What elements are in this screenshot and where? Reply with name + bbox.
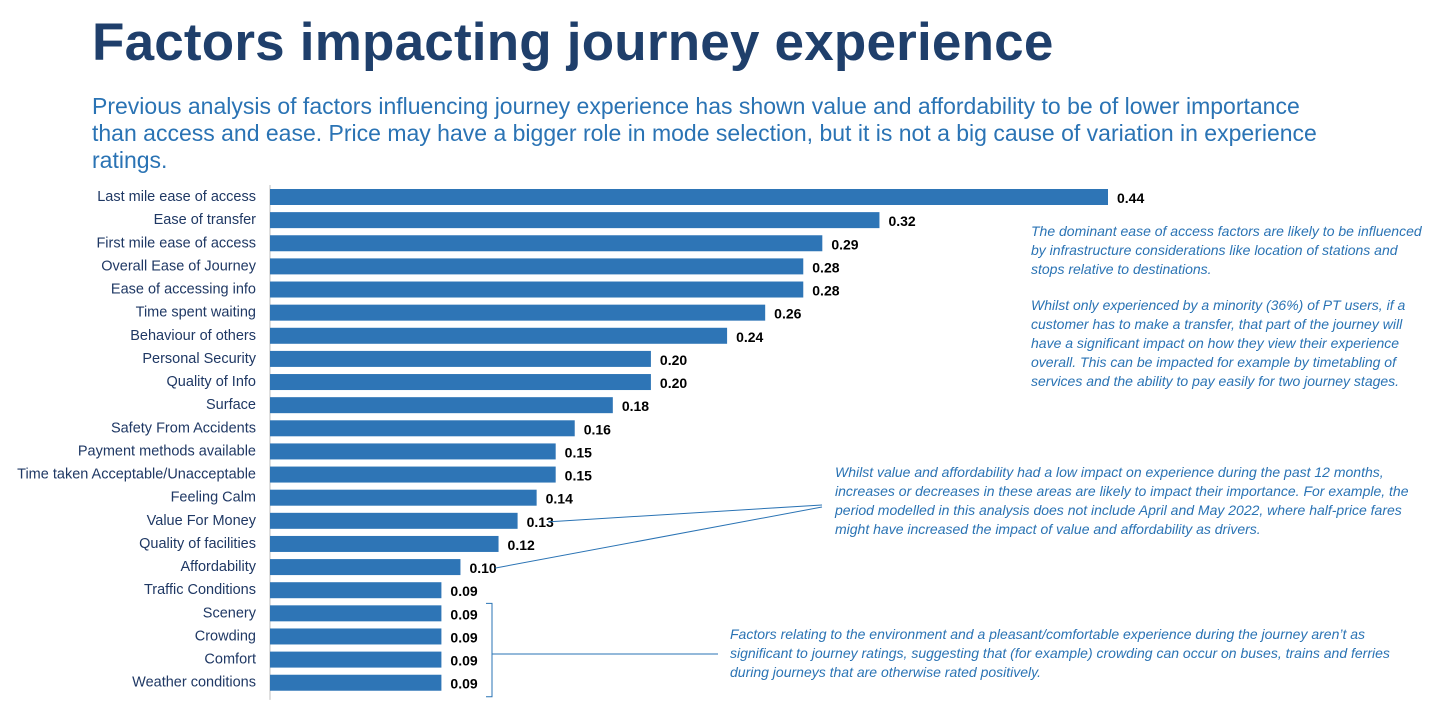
bar xyxy=(270,235,823,252)
data-label: 0.09 xyxy=(450,653,477,669)
data-label: 0.20 xyxy=(660,375,687,391)
data-label: 0.32 xyxy=(888,213,915,229)
data-label: 0.16 xyxy=(584,421,611,437)
category-label: Behaviour of others xyxy=(130,328,256,344)
data-label: 0.26 xyxy=(774,306,801,322)
annotation-environment: Factors relating to the environment and … xyxy=(730,626,1390,680)
category-label: Scenery xyxy=(203,605,257,621)
category-label: Value For Money xyxy=(147,513,257,529)
category-label: Overall Ease of Journey xyxy=(101,258,256,274)
bar xyxy=(270,512,518,529)
data-label: 0.09 xyxy=(450,629,477,645)
connector-line xyxy=(547,504,823,523)
data-label: 0.14 xyxy=(546,491,573,507)
category-label: Quality of facilities xyxy=(139,536,256,552)
category-label: Ease of transfer xyxy=(154,212,257,228)
data-label: 0.20 xyxy=(660,352,687,368)
category-label: Time spent waiting xyxy=(136,305,256,321)
bar xyxy=(270,466,556,483)
category-label: Payment methods available xyxy=(78,443,256,459)
category-label: Safety From Accidents xyxy=(111,420,256,436)
data-label: 0.15 xyxy=(565,468,592,484)
bar xyxy=(270,212,880,229)
annotation-ease-of-access: The dominant ease of access factors are … xyxy=(1031,223,1422,277)
data-label: 0.28 xyxy=(812,259,839,275)
data-label: 0.12 xyxy=(508,537,535,553)
bar xyxy=(270,443,556,460)
data-label: 0.09 xyxy=(450,606,477,622)
bar xyxy=(270,258,804,275)
bar xyxy=(270,489,537,506)
data-label: 0.09 xyxy=(450,676,477,692)
category-label: Traffic Conditions xyxy=(144,582,256,598)
bar xyxy=(270,374,651,391)
bar xyxy=(270,559,461,576)
category-label: Personal Security xyxy=(142,351,256,367)
bar xyxy=(270,420,575,437)
data-label: 0.24 xyxy=(736,329,763,345)
category-label: Comfort xyxy=(204,652,256,668)
annotation-value-affordability: Whilst value and affordability had a low… xyxy=(835,464,1409,537)
data-label: 0.09 xyxy=(450,583,477,599)
bar xyxy=(270,304,766,321)
category-label: Ease of accessing info xyxy=(111,282,256,298)
data-label: 0.28 xyxy=(812,283,839,299)
annotation-transfer: Whilst only experienced by a minority (3… xyxy=(1031,297,1406,389)
page-title: Factors impacting journey experience xyxy=(92,13,1054,72)
data-label: 0.44 xyxy=(1117,190,1144,206)
bar xyxy=(270,605,442,622)
category-label: Feeling Calm xyxy=(171,490,256,506)
bar xyxy=(270,674,442,691)
connector-line xyxy=(494,506,823,569)
data-label: 0.18 xyxy=(622,398,649,414)
category-label: Quality of Info xyxy=(167,374,256,390)
data-label: 0.13 xyxy=(527,514,554,530)
bar xyxy=(270,327,728,344)
category-label: Surface xyxy=(206,397,256,413)
bar xyxy=(270,281,804,298)
data-label: 0.29 xyxy=(831,236,858,252)
category-label: Affordability xyxy=(181,559,257,575)
bar xyxy=(270,350,651,367)
bar xyxy=(270,628,442,645)
bar xyxy=(270,651,442,668)
page-subtitle: Previous analysis of factors influencing… xyxy=(92,93,1317,173)
bracket xyxy=(486,602,493,698)
data-label: 0.15 xyxy=(565,444,592,460)
category-label: Last mile ease of access xyxy=(97,189,256,205)
category-label: First mile ease of access xyxy=(96,235,256,251)
category-label: Time taken Acceptable/Unacceptable xyxy=(17,467,256,483)
bar xyxy=(270,582,442,599)
bar xyxy=(270,189,1108,205)
category-label: Weather conditions xyxy=(132,675,256,691)
category-label: Crowding xyxy=(195,628,256,644)
bar xyxy=(270,397,613,414)
bar xyxy=(270,535,499,552)
data-label: 0.10 xyxy=(469,560,496,576)
